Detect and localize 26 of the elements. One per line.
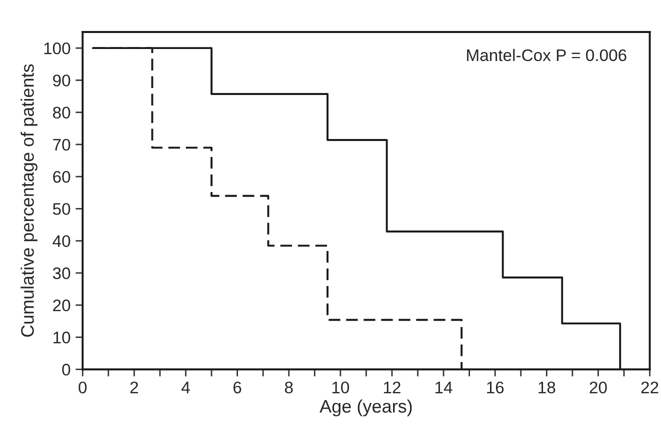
x-tick-label: 2 (130, 382, 138, 394)
y-tick-label: 100 (44, 42, 70, 54)
y-tick-label: 90 (53, 74, 70, 86)
y-axis-title: Cumulative percentage of patients (20, 64, 38, 337)
y-tick-label: 10 (54, 332, 70, 344)
x-axis-title: Age (years) (320, 399, 412, 416)
y-tick-label: 20 (53, 300, 70, 312)
x-tick-label: 16 (487, 382, 504, 394)
x-tick-label: 0 (78, 382, 87, 394)
x-tick-label: 14 (436, 382, 452, 394)
y-tick-label: 50 (52, 203, 70, 215)
x-tick-label: 6 (234, 382, 242, 394)
y-tick-label: 80 (53, 106, 70, 119)
y-tick-label: 0 (62, 364, 70, 376)
y-tick-label: 40 (52, 235, 70, 248)
x-tick-label: 12 (384, 382, 400, 394)
annotation: Mantel-Cox P = 0.006 (467, 48, 626, 62)
y-tick-label: 30 (52, 267, 70, 280)
y-tick-label: 60 (53, 170, 70, 183)
x-tick-label: 10 (332, 382, 350, 394)
x-tick-label: 4 (181, 382, 190, 394)
x-tick-label: 18 (538, 382, 556, 394)
x-tick-label: 8 (284, 382, 293, 394)
x-tick-label: 20 (590, 382, 607, 394)
x-tick-label: 22 (641, 382, 658, 394)
y-tick-label: 70 (53, 138, 70, 151)
